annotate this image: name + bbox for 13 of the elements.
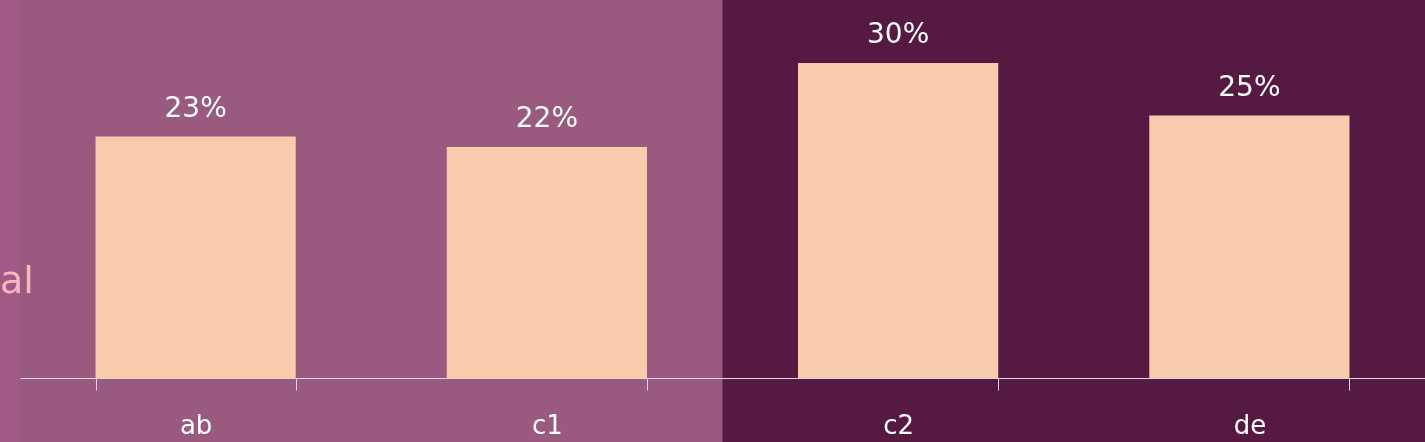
x-tick-label: ab xyxy=(179,409,213,440)
x-tick-label: de xyxy=(1233,409,1267,440)
x-tick-label: c2 xyxy=(883,409,915,440)
data-label: 30% xyxy=(867,17,930,50)
bar xyxy=(798,63,999,378)
x-tick-label: c1 xyxy=(531,409,563,440)
data-label: 23% xyxy=(164,90,227,124)
bar xyxy=(1149,115,1350,378)
annotation: al xyxy=(0,258,34,302)
bar xyxy=(95,136,296,378)
data-label: 25% xyxy=(1218,69,1281,103)
data-label: 22% xyxy=(515,101,578,134)
bar xyxy=(446,147,647,378)
